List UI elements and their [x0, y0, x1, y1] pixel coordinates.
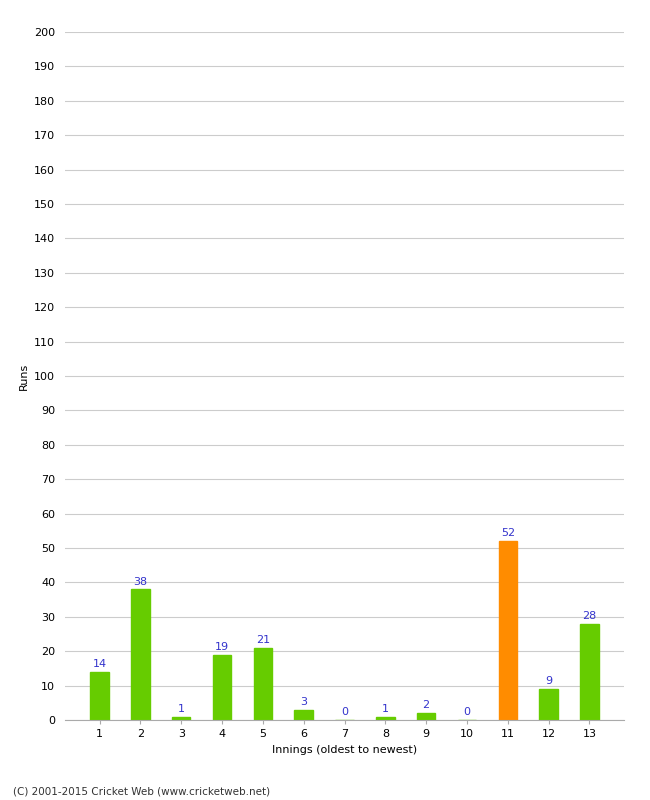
- Text: 0: 0: [463, 707, 471, 718]
- Bar: [213, 654, 231, 720]
- Bar: [254, 648, 272, 720]
- Text: 0: 0: [341, 707, 348, 718]
- Y-axis label: Runs: Runs: [19, 362, 29, 390]
- Bar: [172, 717, 190, 720]
- Text: 38: 38: [133, 577, 148, 586]
- Text: 2: 2: [422, 700, 430, 710]
- Text: 52: 52: [500, 528, 515, 538]
- Bar: [580, 624, 599, 720]
- Text: (C) 2001-2015 Cricket Web (www.cricketweb.net): (C) 2001-2015 Cricket Web (www.cricketwe…: [13, 786, 270, 796]
- Text: 14: 14: [92, 659, 107, 669]
- Bar: [499, 541, 517, 720]
- Bar: [540, 689, 558, 720]
- Bar: [417, 713, 436, 720]
- Bar: [90, 672, 109, 720]
- Text: 1: 1: [177, 704, 185, 714]
- Text: 28: 28: [582, 611, 597, 621]
- Bar: [131, 590, 150, 720]
- Text: 3: 3: [300, 697, 307, 707]
- Text: 9: 9: [545, 676, 552, 686]
- Text: 21: 21: [256, 635, 270, 645]
- Text: 19: 19: [215, 642, 229, 652]
- X-axis label: Innings (oldest to newest): Innings (oldest to newest): [272, 745, 417, 754]
- Bar: [376, 717, 395, 720]
- Bar: [294, 710, 313, 720]
- Text: 1: 1: [382, 704, 389, 714]
